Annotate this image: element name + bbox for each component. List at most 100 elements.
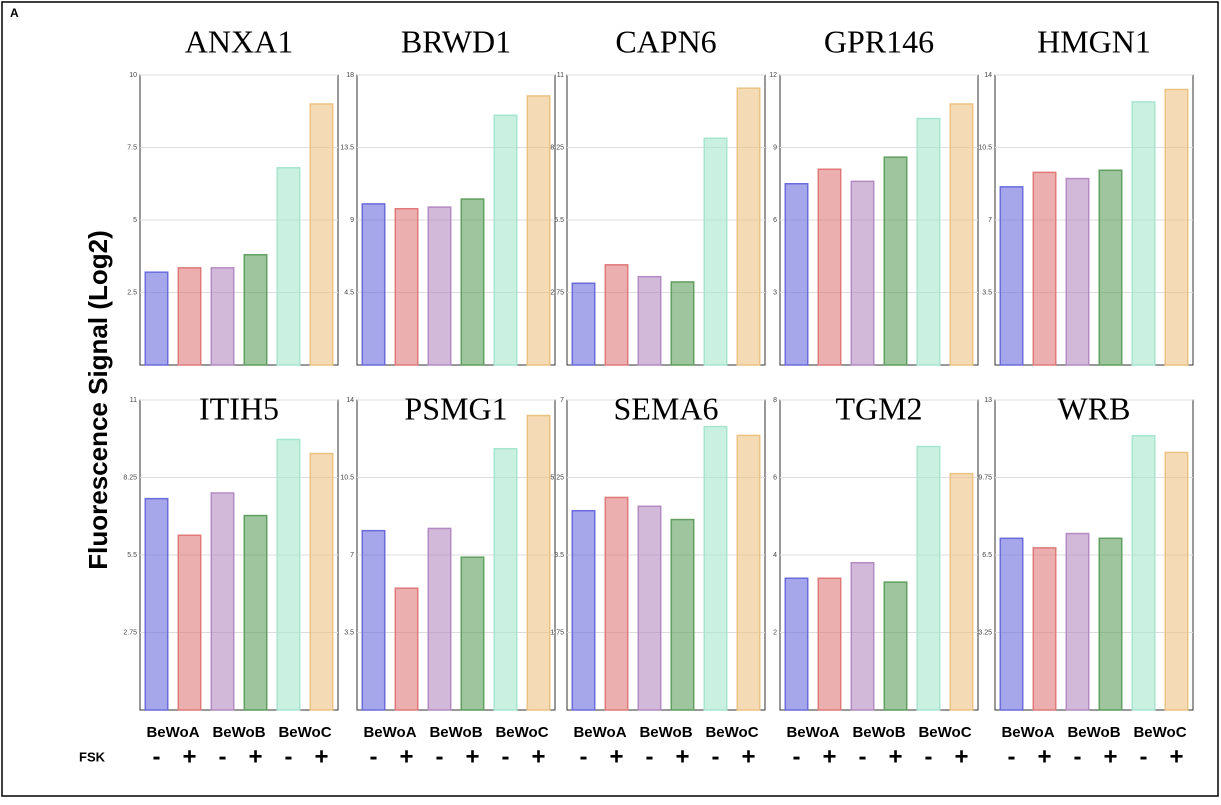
bar: [703, 425, 728, 711]
chart-title: SEMA6: [614, 390, 719, 426]
bar: [1032, 171, 1057, 366]
chart-title: ITIH5: [199, 390, 279, 426]
group-label: BeWoC: [495, 724, 548, 741]
fsk-label: FSK: [79, 749, 106, 764]
bar: [637, 275, 662, 366]
bar: [1065, 532, 1090, 711]
x-tick-label: -: [285, 743, 293, 770]
bar: [394, 207, 419, 366]
x-tick-label: -: [793, 743, 801, 770]
y-tick-label: 8.25: [550, 144, 564, 151]
group-label: BeWoC: [1133, 724, 1186, 741]
bar: [1065, 177, 1090, 366]
group-label: BeWoB: [639, 724, 692, 741]
y-tick-label: 2.75: [123, 629, 137, 636]
bar: [1098, 537, 1123, 711]
chart-title: WRB: [1058, 390, 1131, 426]
group-label: BeWoB: [429, 724, 482, 741]
bar: [949, 103, 974, 366]
x-tick-label: +: [609, 743, 623, 770]
x-tick-label: +: [888, 743, 902, 770]
bar: [1131, 435, 1156, 711]
chart-title: BRWD1: [401, 23, 511, 59]
x-tick-label: -: [580, 743, 588, 770]
y-tick-label: 3.5: [554, 552, 564, 559]
y-tick-label: 3: [773, 289, 777, 296]
bar: [604, 496, 629, 711]
y-tick-label: 13: [984, 397, 992, 404]
y-tick-label: 10.5: [340, 474, 354, 481]
y-tick-label: 3.5: [344, 629, 354, 636]
x-tick-label: +: [822, 743, 836, 770]
x-tick-label: +: [399, 743, 413, 770]
x-tick-label: -: [925, 743, 933, 770]
bar: [916, 445, 941, 711]
x-tick-label: -: [219, 743, 227, 770]
bar: [571, 509, 596, 711]
x-tick-label: -: [646, 743, 654, 770]
x-tick-label: -: [370, 743, 378, 770]
x-tick-label: -: [502, 743, 510, 770]
bar: [670, 518, 695, 711]
y-tick-label: 13.5: [340, 144, 354, 151]
bar: [361, 529, 386, 711]
chart-title: TGM2: [835, 390, 922, 426]
group-label: BeWoB: [1067, 724, 1120, 741]
panel-label: A: [10, 6, 19, 20]
y-tick-label: 5.25: [550, 474, 564, 481]
bar: [144, 271, 169, 366]
x-tick-label: +: [741, 743, 755, 770]
bar: [999, 537, 1024, 711]
y-tick-label: 2.75: [550, 289, 564, 296]
bar: [670, 281, 695, 366]
bar: [427, 527, 452, 711]
y-tick-label: 7.5: [127, 144, 137, 151]
bar: [1164, 451, 1189, 711]
y-tick-label: 6.5: [982, 552, 992, 559]
y-tick-label: 18: [346, 72, 354, 79]
bar: [427, 206, 452, 366]
chart-title: GPR146: [824, 23, 934, 59]
bar: [949, 472, 974, 711]
x-tick-label: +: [954, 743, 968, 770]
x-tick-label: +: [248, 743, 262, 770]
bar: [493, 114, 518, 366]
group-label: BeWoB: [852, 724, 905, 741]
y-tick-label: 5.5: [127, 552, 137, 559]
group-label: BeWoA: [363, 724, 416, 741]
bar: [526, 414, 551, 711]
x-tick-label: +: [1037, 743, 1051, 770]
x-tick-label: +: [182, 743, 196, 770]
bar: [604, 264, 629, 366]
chart-title: HMGN1: [1037, 23, 1151, 59]
y-tick-label: 10: [129, 72, 137, 79]
y-tick-label: 4: [773, 552, 777, 559]
bar: [526, 95, 551, 366]
bar: [784, 183, 809, 366]
bar: [243, 514, 268, 711]
bar: [460, 198, 485, 366]
y-tick-label: 4.5: [344, 289, 354, 296]
bar: [817, 577, 842, 711]
bar: [144, 497, 169, 711]
y-tick-label: 12: [769, 72, 777, 79]
x-tick-label: -: [153, 743, 161, 770]
bar: [817, 168, 842, 366]
y-tick-label: 2.5: [127, 289, 137, 296]
y-tick-label: 6: [773, 217, 777, 224]
group-label: BeWoA: [1001, 724, 1054, 741]
chart-title: ANXA1: [185, 23, 293, 59]
y-tick-label: 7: [560, 397, 564, 404]
bar: [276, 167, 301, 366]
bar: [210, 267, 235, 366]
y-axis-label: Fluorescence Signal (Log2): [83, 230, 113, 570]
bar: [177, 267, 202, 366]
bar: [309, 452, 334, 711]
x-tick-label: -: [712, 743, 720, 770]
x-tick-label: -: [436, 743, 444, 770]
group-label: BeWoA: [573, 724, 626, 741]
group-label: BeWoB: [212, 724, 265, 741]
x-tick-label: +: [465, 743, 479, 770]
chart-title: CAPN6: [615, 23, 716, 59]
